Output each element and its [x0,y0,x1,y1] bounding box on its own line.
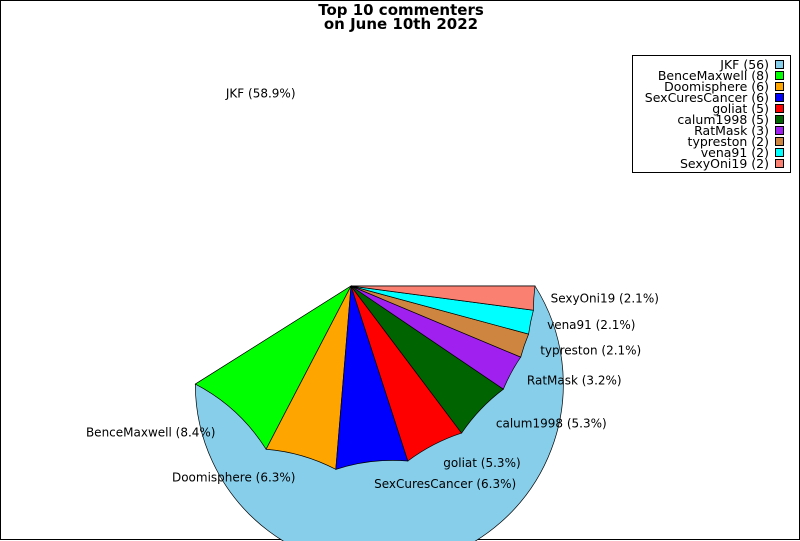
legend-item-jkf: JKF (56) [639,57,784,72]
legend-label: BenceMaxwell (8) [657,68,769,83]
slice-label-goliat: goliat (5.3%) [443,456,520,470]
legend-swatch [775,159,784,168]
slice-label-sexcurescancer: SexCuresCancer (6.3%) [374,477,516,491]
legend-label: JKF (56) [720,57,769,72]
legend-label: goliat (5) [712,101,769,116]
labels-layer: JKF (58.9%) BenceMaxwell (8.4%) Doomispher… [86,86,659,491]
legend-label: vena91 (2) [700,145,769,160]
legend: JKF (56) BenceMaxwell (8) Doomisphere (6) S… [632,55,791,173]
legend-swatch [775,137,784,146]
legend-label: SexCuresCancer (6) [644,90,769,105]
slice-label-sexyoni19: SexyOni19 (2.1%) [551,292,659,306]
legend-item-bencemaxwell: BenceMaxwell (8) [639,68,784,83]
legend-swatch [775,93,784,102]
legend-swatch [775,115,784,124]
slices-layer [194,285,564,541]
legend-swatch [775,104,784,113]
legend-item-goliat: goliat (5) [639,101,784,116]
legend-label: SexyOni19 (2) [679,156,769,171]
legend-swatch [775,82,784,91]
legend-swatch [775,60,784,69]
legend-item-typreston: typreston (2) [639,134,784,149]
slice-label-bencemaxwell: BenceMaxwell (8.4%) [86,426,216,440]
legend-item-ratmask: RatMask (3) [639,123,784,138]
legend-swatch [775,71,784,80]
slice-label-doomisphere: Doomisphere (6.3%) [172,471,296,485]
legend-item-doomisphere: Doomisphere (6) [639,79,784,94]
legend-item-calum1998: calum1998 (5) [639,112,784,127]
legend-label: Doomisphere (6) [664,79,769,94]
legend-label: typreston (2) [687,134,769,149]
legend-item-sexyoni19: SexyOni19 (2) [639,156,784,171]
slice-label-typreston: typreston (2.1%) [540,343,641,357]
slice-label-jkf: JKF (58.9%) [225,86,296,100]
legend-label: RatMask (3) [694,123,769,138]
legend-item-vena91: vena91 (2) [639,145,784,160]
slice-label-calum1998: calum1998 (5.3%) [496,416,607,430]
legend-swatch [775,126,784,135]
legend-item-sexcurescancer: SexCuresCancer (6) [639,90,784,105]
slice-label-ratmask: RatMask (3.2%) [527,374,622,388]
pie-slice-sexyoni19 [350,285,536,311]
pie-slice-bencemaxwell [194,285,352,450]
legend-label: calum1998 (5) [677,112,769,127]
chart-title: Top 10 commenters on June 10th 2022 [318,1,484,33]
legend-swatch [775,148,784,157]
slice-label-vena91: vena91 (2.1%) [547,318,635,332]
